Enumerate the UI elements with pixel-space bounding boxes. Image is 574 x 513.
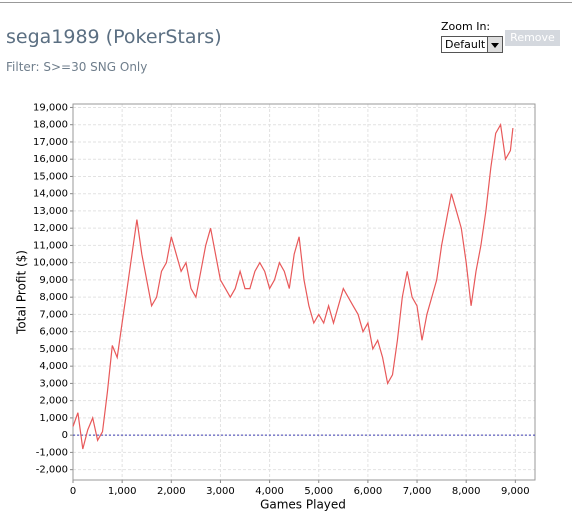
y-tick-label: 17,000 [33, 137, 68, 148]
x-tick-label: 7,000 [403, 486, 432, 497]
filter-text: Filter: S>=30 SNG Only [6, 60, 148, 74]
x-tick-label: 5,000 [304, 486, 333, 497]
dropdown-arrow[interactable] [487, 37, 502, 52]
y-tick-label: 5,000 [39, 344, 68, 355]
y-tick-label: 9,000 [39, 275, 68, 286]
plot-border [72, 103, 536, 481]
profit-line [72, 122, 514, 450]
y-tick-label: 1,000 [39, 413, 68, 424]
y-tick-label: 3,000 [39, 378, 68, 389]
x-tick-label: 1,000 [108, 486, 137, 497]
x-tick-label: 2,000 [157, 486, 186, 497]
y-tick-label: 11,000 [33, 240, 68, 251]
x-tick-label: 8,000 [452, 486, 481, 497]
y-tick-label: 12,000 [33, 223, 68, 234]
x-axis-title: Games Played [260, 498, 346, 512]
zoom-value: Default [445, 38, 486, 51]
y-tick-label: 16,000 [33, 154, 68, 165]
y-tick-label: 8,000 [39, 292, 68, 303]
y-tick-label: 18,000 [33, 120, 68, 131]
x-tick-label: 6,000 [354, 486, 383, 497]
page-title: sega1989 (PokerStars) [6, 26, 222, 48]
x-tick-label: 9,000 [501, 486, 530, 497]
zoom-select[interactable]: Default [441, 36, 503, 53]
y-tick-label: 2,000 [39, 396, 68, 407]
x-tick-label: 3,000 [206, 486, 235, 497]
y-tick-label: 13,000 [33, 206, 68, 217]
y-tick-label: 4,000 [39, 361, 68, 372]
y-tick-label: 10,000 [33, 258, 68, 269]
y-tick-label: 15,000 [33, 171, 68, 182]
y-tick-label: 6,000 [39, 327, 68, 338]
zoom-label: Zoom In: [441, 20, 491, 33]
divider [0, 2, 572, 3]
y-tick-label: 0 [62, 430, 68, 441]
y-tick-label: -1,000 [36, 447, 68, 458]
y-tick-label: -2,000 [36, 465, 68, 476]
y-tick-label: 19,000 [33, 102, 68, 113]
remove-button[interactable]: Remove [505, 30, 560, 46]
y-tick-label: 14,000 [33, 189, 68, 200]
y-tick-label: 7,000 [39, 309, 68, 320]
x-tick-label: 0 [70, 486, 76, 497]
x-tick-label: 4,000 [255, 486, 284, 497]
y-axis-title: Total Profit ($) [15, 250, 29, 335]
